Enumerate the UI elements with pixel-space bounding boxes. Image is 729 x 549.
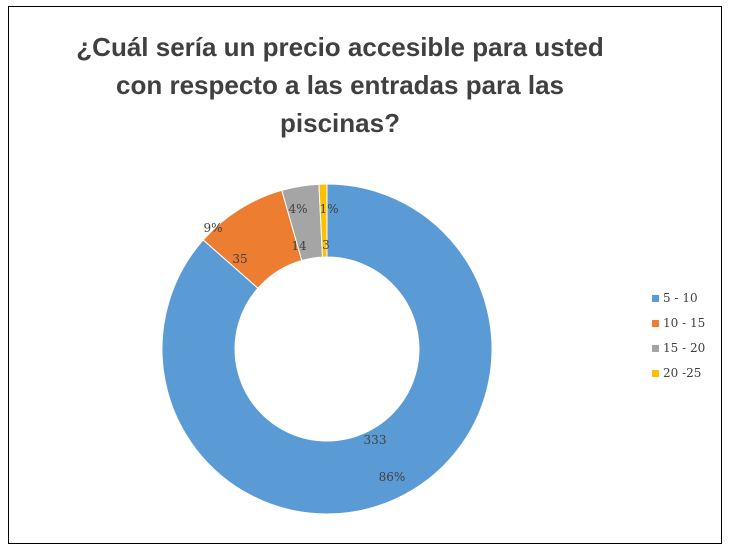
percent-label-1: 9% (203, 221, 222, 235)
legend-item-2: 15 - 20 (652, 339, 705, 357)
legend-swatch (652, 369, 659, 377)
legend-item-0: 5 - 10 (652, 289, 705, 307)
percent-label-3: 1% (319, 202, 338, 216)
legend-label: 10 - 15 (663, 316, 706, 330)
legend-item-1: 10 - 15 (652, 314, 705, 332)
legend-swatch (652, 294, 659, 302)
donut-slice-3 (318, 183, 328, 258)
legend-swatch (652, 319, 659, 327)
legend-item-3: 20 -25 (652, 364, 705, 382)
legend-label: 15 - 20 (663, 341, 706, 355)
percent-label-2: 4% (288, 202, 307, 216)
value-label-0: 333 (364, 433, 387, 447)
legend-swatch (652, 344, 659, 352)
chart-title: ¿Cuál sería un precio accesible para ust… (76, 32, 604, 138)
chart-border (8, 6, 722, 544)
donut-slice-0 (161, 183, 493, 515)
value-label-2: 14 (291, 239, 307, 253)
legend: 5 - 10 10 - 15 15 - 20 20 -25 (652, 289, 705, 389)
value-label-1: 35 (232, 252, 247, 266)
legend-label: 5 - 10 (663, 291, 698, 305)
legend-label: 20 -25 (663, 366, 702, 380)
percent-label-0: 86% (379, 470, 406, 484)
value-label-3: 3 (322, 238, 330, 252)
